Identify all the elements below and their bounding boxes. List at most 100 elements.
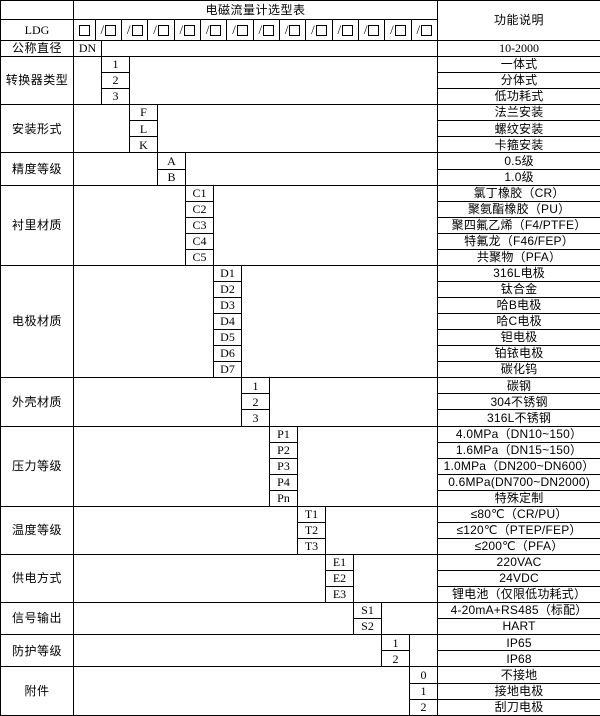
code-cell[interactable]: L [129, 120, 158, 138]
slot-box-icon[interactable] [394, 24, 406, 36]
description-cell: 特殊定制 [437, 489, 600, 507]
code-cell[interactable]: D7 [213, 361, 242, 379]
model-code-slot[interactable]: / [175, 20, 202, 40]
code-cell[interactable]: Pn [269, 489, 298, 507]
description-cell: 钽电极 [437, 329, 600, 347]
code-cell[interactable]: P1 [269, 425, 298, 443]
model-code-slot[interactable]: / [148, 20, 175, 40]
code-cell[interactable]: A [157, 152, 186, 170]
table-row: 电极材质 D1 316L电极 [0, 264, 600, 379]
code-cell[interactable]: C2 [185, 200, 214, 218]
slot-box-icon[interactable] [315, 24, 327, 36]
code-cell[interactable]: D1 [213, 264, 242, 282]
model-code-slot[interactable]: / [412, 21, 437, 40]
row-filler-right-9 [352, 553, 439, 604]
row-filler-left-9 [73, 553, 326, 604]
code-cell[interactable]: DN [73, 39, 102, 58]
code-cell[interactable]: D4 [213, 313, 242, 331]
code-cell[interactable]: C5 [185, 248, 214, 266]
table-row: D2 钛合金 [1, 280, 600, 299]
description-cell: 4-20mA+RS485（标配） [437, 602, 600, 620]
model-code-slot[interactable]: / [306, 20, 333, 40]
row-filler-left-2 [73, 104, 130, 154]
code-cell[interactable]: D2 [213, 280, 242, 299]
code-cell[interactable]: S1 [353, 602, 382, 620]
row-label-11: 防护等级 [0, 634, 74, 668]
row-filler-right-8 [324, 505, 439, 556]
description-cell: 1.0级 [437, 168, 600, 186]
code-cell[interactable]: E3 [325, 586, 354, 604]
model-code-slot[interactable]: / [254, 20, 280, 40]
model-code-slot[interactable]: / [201, 20, 228, 40]
row-label-9: 供电方式 [0, 553, 74, 604]
slot-box-icon[interactable] [368, 24, 380, 36]
code-cell[interactable]: 0 [408, 666, 439, 684]
model-code-slot[interactable]: / [96, 20, 123, 40]
slot-box-icon[interactable] [263, 24, 275, 36]
row-label-5: 电极材质 [0, 264, 74, 379]
row-label-7: 压力等级 [0, 425, 74, 507]
description-cell: 1.6MPa（DN15~150） [437, 441, 600, 459]
code-cell[interactable]: D6 [213, 345, 242, 363]
code-cell[interactable]: T3 [297, 537, 326, 556]
code-cell[interactable]: 1 [408, 682, 439, 700]
code-cell[interactable]: E1 [325, 553, 354, 572]
slot-box-icon[interactable] [105, 24, 117, 36]
code-cell[interactable]: S2 [353, 618, 382, 636]
code-cell[interactable]: C3 [185, 216, 214, 234]
description-cell: 低功耗式 [437, 88, 600, 106]
model-code-slot[interactable]: / [280, 20, 307, 40]
code-cell[interactable]: T2 [297, 521, 326, 539]
function-description-header: 功能说明 [437, 0, 600, 41]
table-row: 安装形式 F 法兰安装 [0, 104, 600, 154]
code-cell[interactable]: C1 [185, 184, 214, 202]
description-cell: 螺纹安装 [437, 120, 600, 138]
code-cell[interactable]: 2 [408, 698, 439, 716]
slot-box-icon[interactable] [289, 24, 301, 36]
slot-box-icon[interactable] [157, 24, 169, 36]
slot-box-icon[interactable] [210, 24, 222, 36]
model-code-slot[interactable]: / [333, 20, 359, 40]
code-cell[interactable]: P2 [269, 441, 298, 459]
slot-box-icon[interactable] [236, 24, 248, 36]
table-row: 3 316L不锈钢 [1, 409, 600, 427]
table-title: 电磁流量计选型表 [72, 0, 439, 20]
slot-separator: / [416, 21, 421, 37]
model-code-slot[interactable] [75, 20, 96, 40]
description-cell: 氯丁橡胶（CR） [437, 184, 600, 202]
code-cell[interactable]: F [129, 104, 158, 122]
description-cell: 10-2000 [437, 39, 600, 58]
slot-box-icon[interactable] [184, 24, 196, 36]
code-cell[interactable]: D5 [213, 329, 242, 347]
code-cell[interactable]: C4 [185, 232, 214, 250]
code-cell[interactable]: B [157, 168, 186, 186]
code-cell[interactable]: 2 [381, 650, 410, 668]
code-cell[interactable]: 1 [241, 377, 270, 395]
code-cell[interactable]: 1 [101, 56, 130, 74]
slot-box-icon[interactable] [78, 24, 90, 36]
code-cell[interactable]: E2 [325, 570, 354, 588]
code-cell[interactable]: 2 [241, 393, 270, 411]
slot-box-icon[interactable] [342, 24, 354, 36]
description-cell: 哈B电极 [437, 296, 600, 315]
code-cell[interactable]: T1 [297, 505, 326, 523]
model-code-slot[interactable]: / [359, 20, 386, 40]
code-cell[interactable]: 3 [241, 409, 270, 427]
code-cell[interactable]: P4 [269, 473, 298, 491]
row-filler-left-12 [73, 666, 410, 716]
row-filler-left-3 [73, 152, 158, 186]
description-cell: ≤80℃（CR/PU） [437, 505, 600, 523]
model-code-slot[interactable]: / [122, 20, 149, 40]
code-cell[interactable]: 2 [101, 72, 130, 90]
code-cell[interactable]: 1 [381, 634, 410, 652]
code-cell[interactable]: P3 [269, 457, 298, 475]
slot-separator: / [337, 21, 342, 37]
slot-box-icon[interactable] [421, 24, 433, 36]
model-code-slot[interactable]: / [385, 20, 412, 40]
slot-box-icon[interactable] [131, 24, 143, 36]
code-cell[interactable]: K [129, 136, 158, 154]
code-cell[interactable]: D3 [213, 296, 242, 315]
row-filler-left-10 [73, 602, 354, 636]
model-code-slot[interactable]: / [227, 20, 254, 40]
code-cell[interactable]: 3 [101, 88, 130, 106]
